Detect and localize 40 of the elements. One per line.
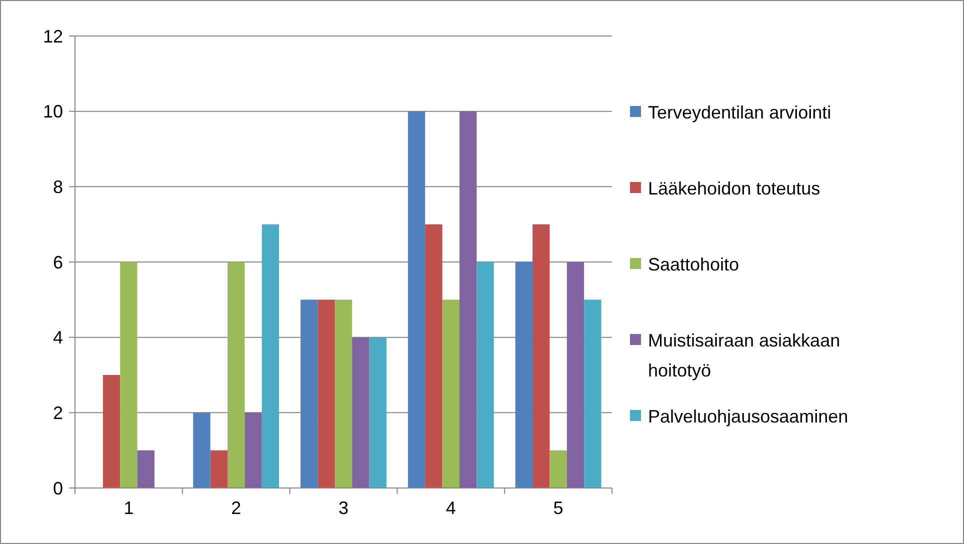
bar [584,300,602,488]
bar [120,262,138,488]
y-tick-label: 8 [52,176,63,197]
x-tick-label: 2 [231,498,242,518]
legend-label: Terveydentilan arviointi [648,102,832,122]
bar [425,224,442,488]
bar [318,300,335,488]
bar [369,337,386,488]
legend-label: Saattohoito [648,254,740,274]
y-tick-label: 2 [52,402,63,423]
bar [442,300,460,488]
bar [193,412,210,488]
y-tick-label: 4 [52,328,63,348]
bar [476,262,494,488]
y-tick-label: 12 [42,26,63,46]
bar [300,300,318,488]
bar [137,450,154,488]
bar [210,450,228,488]
bar [566,262,584,488]
bar [459,111,477,488]
y-tick-label: 0 [52,478,63,498]
bar [102,375,120,488]
y-tick-label: 10 [42,102,63,122]
bar [408,111,426,488]
x-tick-label: 4 [446,498,456,518]
x-tick-label: 1 [124,498,134,518]
legend-label: Muistisairaan asiakkaan hoitotyö [648,330,840,380]
bar [334,300,352,488]
bar [515,262,533,488]
bar [244,412,262,488]
bar [532,224,550,488]
x-tick-label: 5 [553,498,564,518]
legend-label: Lääkehoidon toteutus [648,178,820,198]
y-tick-label: 6 [52,252,63,272]
legend-label: Palveluohjausosaaminen [648,406,848,426]
bar [550,450,567,488]
bar [262,224,280,488]
bar [228,262,245,488]
x-tick-label: 3 [338,498,349,518]
bar [352,337,370,488]
